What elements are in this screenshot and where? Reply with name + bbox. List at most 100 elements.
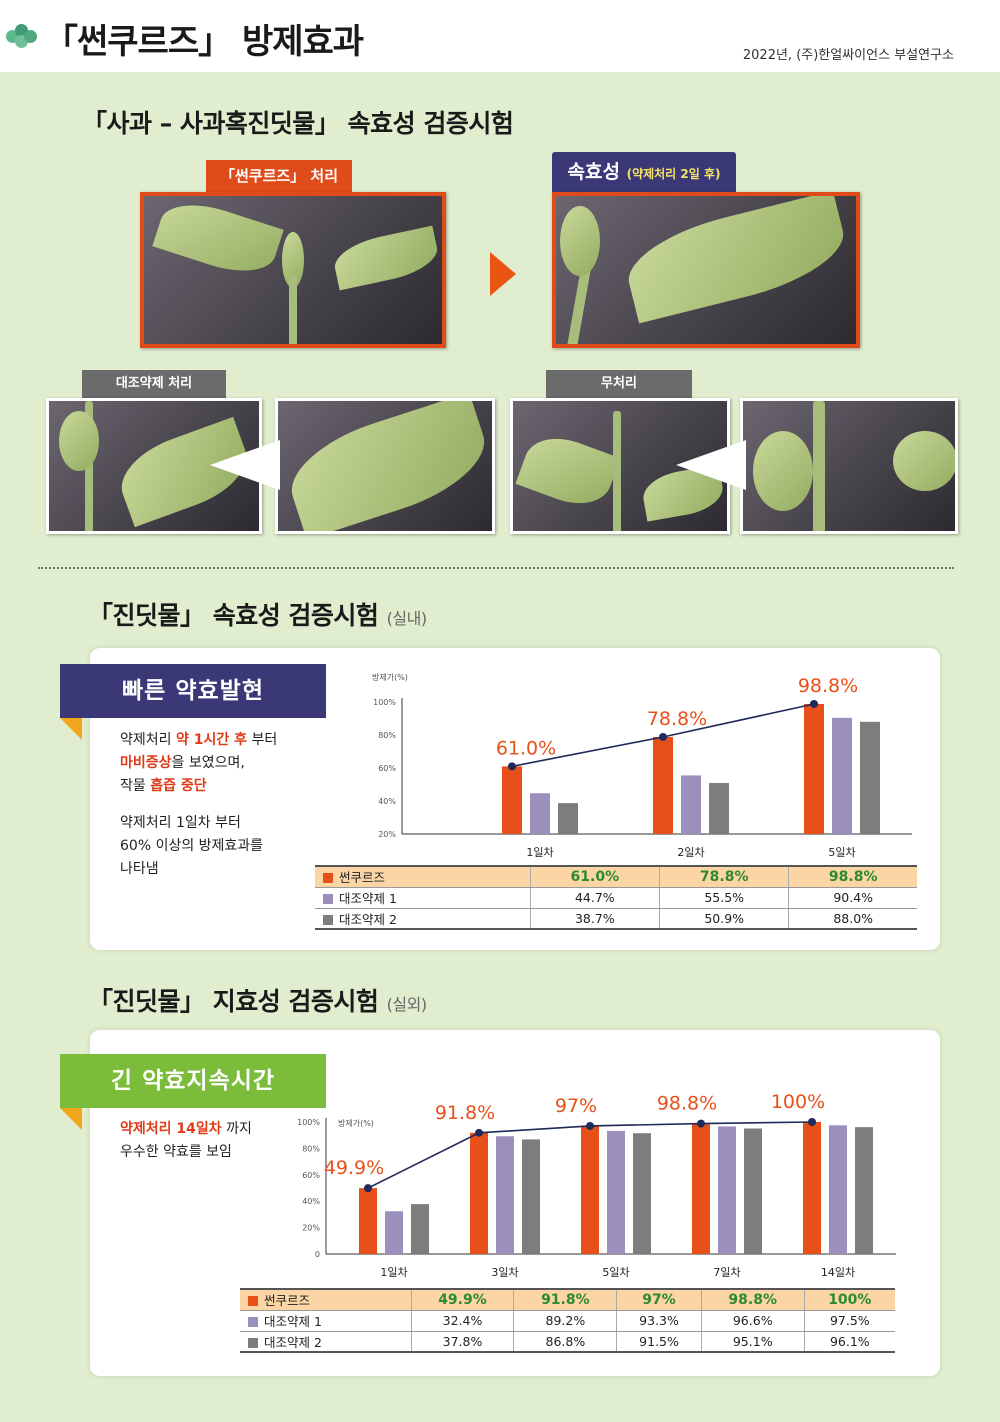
value-cell: 38.7% <box>529 908 660 930</box>
legend-swatch <box>323 873 333 884</box>
trend-point <box>508 762 516 771</box>
trend-point <box>697 1119 705 1128</box>
chart2-banner: 긴 약효지속시간 <box>60 1054 326 1108</box>
y-tick-label: 60% <box>378 764 396 773</box>
table-row: 썬쿠르즈 49.9% 91.8% 97% 98.8% 100% <box>240 1289 895 1311</box>
y-axis-label: 방제가(%) <box>372 672 408 682</box>
series-name-cell: 대조약제 2 <box>240 1331 412 1353</box>
value-cell: 96.1% <box>803 1331 895 1353</box>
table-row: 대조약제 1 44.7% 55.5% 90.4% <box>315 887 917 909</box>
page-title: 「썬쿠르즈」 방제효과 <box>44 22 364 62</box>
x-tick-label: 1일차 <box>380 1265 407 1279</box>
control-photo-2 <box>275 398 495 534</box>
series-name: 대조약제 1 <box>264 1314 322 1329</box>
bar-썬쿠르즈-7일차 <box>692 1123 710 1254</box>
bar-대조약제 2-3일차 <box>522 1139 540 1254</box>
value-cell: 78.8% <box>659 866 789 888</box>
chart1-banner: 빠른 약효발현 <box>60 664 326 718</box>
bar-썬쿠르즈-5일차 <box>804 703 824 834</box>
section1-title: 「사과 – 사과혹진딧물」 속효성 검증시험 <box>82 109 514 138</box>
page-header: 「썬쿠르즈」 방제효과 2022년, (주)한얼싸이언스 부설연구소 <box>0 0 1000 72</box>
chart1-description: 약제처리 약 1시간 후 부터 마비증상을 보였으며, 작물 흡즙 중단 약제처… <box>120 732 278 877</box>
value-cell: 50.9% <box>659 908 789 930</box>
bar-대조약제 2-5일차 <box>860 721 880 834</box>
bar-대조약제 2-1일차 <box>411 1204 429 1254</box>
data-label: 91.8% <box>435 1102 495 1124</box>
source-note: 2022년, (주)한얼싸이언스 부설연구소 <box>742 48 954 63</box>
value-cell: 44.7% <box>529 887 660 909</box>
x-tick-label: 7일차 <box>713 1265 740 1279</box>
table-row: 대조약제 1 32.4% 89.2% 93.3% 96.6% 97.5% <box>240 1310 895 1332</box>
y-tick-label: 100% <box>297 1118 320 1127</box>
bar-대조약제 1-7일차 <box>718 1126 736 1254</box>
bar-대조약제 1-2일차 <box>681 775 701 834</box>
value-cell: 98.8% <box>700 1289 805 1311</box>
table-row: 대조약제 2 38.7% 50.9% 88.0% <box>315 908 917 930</box>
value-cell: 93.3% <box>616 1310 702 1332</box>
bar-대조약제 1-5일차 <box>832 717 852 834</box>
after-tag: 속효성 (약제처리 2일 후) <box>552 152 736 192</box>
value-cell: 91.8% <box>513 1289 617 1311</box>
value-cell: 32.4% <box>410 1310 514 1332</box>
series-name-cell: 대조약제 1 <box>240 1310 412 1332</box>
value-cell: 98.8% <box>788 866 917 888</box>
y-tick-label: 100% <box>373 698 396 707</box>
data-label: 98.8% <box>657 1093 717 1115</box>
after-leaf-photo <box>552 192 860 348</box>
series-name: 썬쿠르즈 <box>339 870 386 886</box>
y-tick-label: 20% <box>302 1224 320 1233</box>
x-tick-label: 5일차 <box>828 845 855 859</box>
series-name: 썬쿠르즈 <box>264 1293 311 1309</box>
legend-swatch <box>323 894 333 904</box>
trend-point <box>586 1121 594 1130</box>
y-tick-label: 80% <box>378 731 396 740</box>
data-label: 78.8% <box>647 708 707 730</box>
value-cell: 90.4% <box>788 887 917 909</box>
after-tag-label: 속효성 <box>567 161 620 183</box>
bar-썬쿠르즈-1일차 <box>502 766 522 834</box>
banner1-fold <box>60 718 82 740</box>
bar-대조약제 1-5일차 <box>607 1130 625 1254</box>
value-cell: 55.5% <box>659 887 789 909</box>
value-cell: 100% <box>803 1289 895 1311</box>
value-cell: 49.9% <box>410 1289 514 1311</box>
y-tick-label: 60% <box>302 1171 320 1180</box>
bar-썬쿠르즈-3일차 <box>470 1132 488 1254</box>
control-tag: 대조약제 처리 <box>82 370 226 398</box>
bar-대조약제 2-14일차 <box>855 1127 873 1254</box>
x-tick-label: 5일차 <box>602 1265 629 1279</box>
bar-대조약제 1-1일차 <box>385 1211 403 1254</box>
data-label: 97% <box>555 1095 597 1117</box>
y-tick-label: 80% <box>302 1144 320 1153</box>
table-row: 대조약제 2 37.8% 86.8% 91.5% 95.1% 96.1% <box>240 1331 895 1353</box>
value-cell: 91.5% <box>616 1331 702 1353</box>
trend-point <box>810 699 818 708</box>
section2-note: (실내) <box>386 609 427 628</box>
series-name-cell: 썬쿠르즈 <box>315 866 531 888</box>
legend-swatch <box>248 1296 258 1307</box>
bar-대조약제 1-1일차 <box>530 793 550 834</box>
section3-title-wrap: 「진딧물」 지효성 검증시험 (실외) <box>88 982 427 1018</box>
table-row: 썬쿠르즈 61.0% 78.8% 98.8% <box>315 866 917 888</box>
trend-point <box>659 732 667 741</box>
value-cell: 61.0% <box>529 866 660 888</box>
untreated-tag: 무처리 <box>546 370 692 398</box>
chart1-svg: 방제가(%) 20% 40% 60% 80% 100% 1일차 2일차 5일차 61.0% 78.8… <box>372 672 912 859</box>
bar-썬쿠르즈-14일차 <box>803 1122 821 1254</box>
section3-note: (실외) <box>386 995 427 1014</box>
value-cell: 37.8% <box>410 1331 514 1353</box>
trend-point <box>364 1184 372 1193</box>
chart1-table: 썬쿠르즈 61.0% 78.8% 98.8% 대조약제 1 44.7% 55.5% 90.4%… <box>315 865 917 930</box>
value-cell: 95.1% <box>700 1331 805 1353</box>
x-tick-label: 14일차 <box>821 1265 855 1279</box>
value-cell: 89.2% <box>513 1310 617 1332</box>
x-tick-label: 1일차 <box>526 845 553 859</box>
series-name-cell: 썬쿠르즈 <box>240 1289 412 1311</box>
value-cell: 96.6% <box>700 1310 805 1332</box>
x-tick-label: 2일차 <box>677 845 704 859</box>
value-cell: 97% <box>616 1289 702 1311</box>
value-cell: 88.0% <box>788 908 917 930</box>
banner2-fold <box>60 1108 82 1130</box>
zoom-callout-1 <box>210 440 280 490</box>
bar-썬쿠르즈-2일차 <box>653 736 673 834</box>
